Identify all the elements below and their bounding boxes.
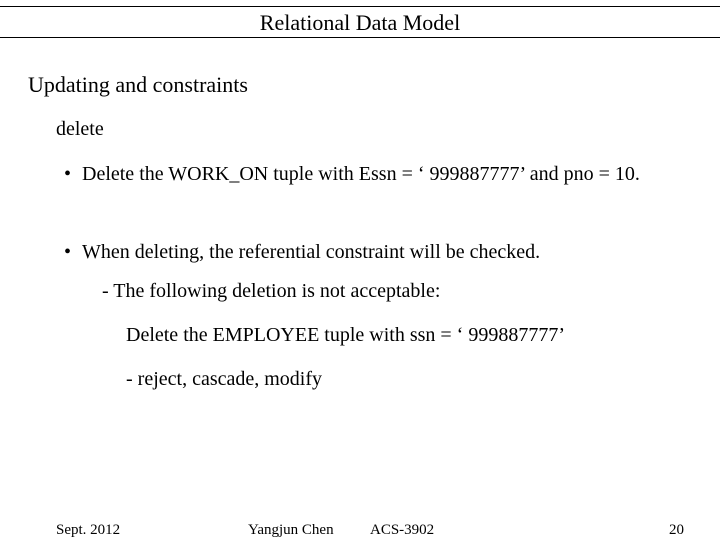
slide: Relational Data Model Updating and const… [0,0,720,540]
footer-author: Yangjun Chen [248,522,334,539]
footer-page-number: 20 [669,522,684,539]
slide-title-bar: Relational Data Model [0,6,720,38]
footer-course: ACS-3902 [370,522,434,539]
section-heading: Updating and constraints [28,72,248,98]
bullet-text-2: When deleting, the referential constrain… [82,238,684,266]
footer-date: Sept. 2012 [56,522,120,539]
body-line-a: Delete the EMPLOYEE tuple with ssn = ‘ 9… [126,324,686,347]
body-line-b: - reject, cascade, modify [126,368,686,391]
bullet-item-2: • When deleting, the referential constra… [64,238,684,266]
slide-title: Relational Data Model [260,10,460,35]
bullet-dot-icon: • [64,238,71,266]
bullet-dot-icon: • [64,160,71,188]
subsection-heading: delete [56,118,104,141]
dash-item: - The following deletion is not acceptab… [102,280,682,303]
bullet-item-1: • Delete the WORK_ON tuple with Essn = ‘… [64,160,684,188]
bullet-text-1: Delete the WORK_ON tuple with Essn = ‘ 9… [82,160,684,188]
